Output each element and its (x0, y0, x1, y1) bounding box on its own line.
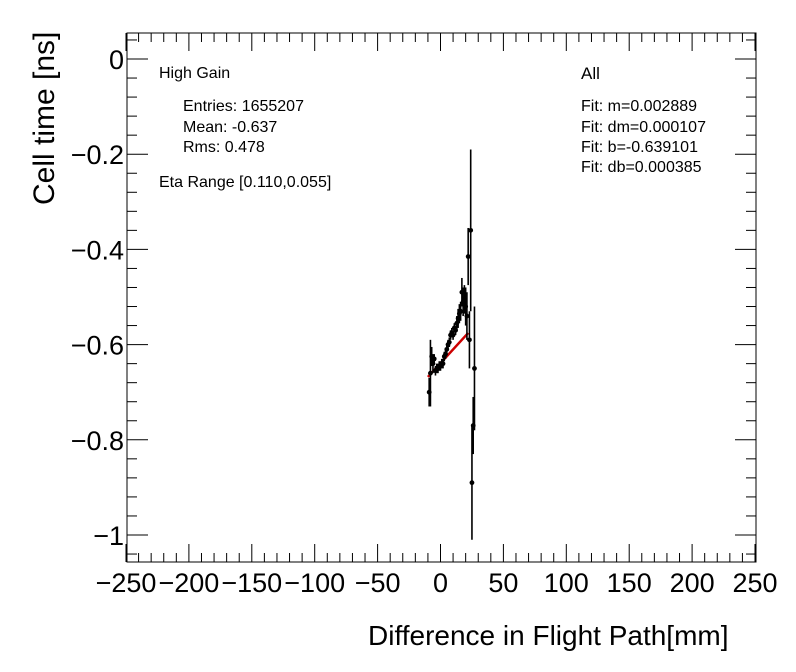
y-axis-label: Cell time [ns] (28, 31, 61, 205)
stats-rms: Rms: 0.478 (183, 139, 265, 156)
data-point (467, 311, 472, 369)
x-tick-label: −50 (355, 568, 401, 598)
data-point (472, 306, 477, 431)
data-point (431, 354, 437, 364)
point-marker (446, 339, 452, 345)
data-point (450, 330, 456, 340)
point-marker (468, 227, 474, 233)
data-point (440, 358, 446, 369)
data-point (446, 337, 452, 347)
x-tick-label: 200 (670, 568, 715, 598)
point-marker (431, 356, 437, 362)
y-tick-label: −0.4 (71, 235, 124, 265)
fit-b: Fit: b=-0.639101 (581, 139, 698, 156)
axis-ticks (125, 33, 756, 562)
x-tick-label: 100 (544, 568, 589, 598)
point-marker (458, 308, 464, 314)
y-tick-label: 0 (109, 45, 124, 75)
x-tick-label: −100 (284, 568, 345, 598)
point-marker (428, 370, 433, 376)
y-tick-label: −0.6 (71, 331, 124, 361)
fit-m: Fit: m=0.002889 (581, 98, 698, 115)
point-marker (472, 366, 477, 371)
data-points (426, 149, 477, 540)
x-tick-label: 0 (433, 568, 448, 598)
data-point (428, 339, 433, 407)
stats-title: High Gain (159, 65, 231, 82)
point-marker (464, 313, 470, 319)
x-tick-label: 250 (732, 568, 777, 598)
point-marker (467, 337, 472, 343)
point-marker (440, 361, 446, 367)
point-marker (450, 332, 456, 338)
data-point (468, 149, 474, 312)
data-point (465, 227, 471, 286)
data-point (458, 301, 464, 321)
y-tick-label: −0.8 (71, 426, 124, 456)
y-tick-label: −0.2 (71, 140, 124, 170)
fit-title: All (581, 64, 600, 83)
fit-db: Fit: db=0.000385 (581, 159, 702, 176)
plot-frame (126, 32, 757, 563)
fit-dm: Fit: dm=0.000107 (581, 119, 706, 136)
stats-eta-range: Eta Range [0.110,0.055] (159, 174, 332, 191)
stats-mean: Mean: -0.637 (183, 119, 278, 136)
x-tick-label: −150 (221, 568, 282, 598)
y-tick-label: −1 (93, 521, 124, 551)
point-marker (465, 254, 471, 259)
stats-entries: Entries: 1655207 (183, 98, 304, 115)
data-point (464, 292, 470, 340)
x-tick-label: −200 (158, 568, 219, 598)
x-tick-label: 50 (488, 568, 518, 598)
x-axis-label: Difference in Flight Path[mm] (368, 620, 729, 651)
x-tick-label: 150 (607, 568, 652, 598)
axis-tick-labels: −250 −200 −150 −100 −50 0 50 100 150 200 250 0 −0.2 −… (71, 45, 778, 598)
point-marker (469, 480, 475, 486)
data-point (469, 425, 475, 540)
x-tick-label: −250 (96, 568, 157, 598)
